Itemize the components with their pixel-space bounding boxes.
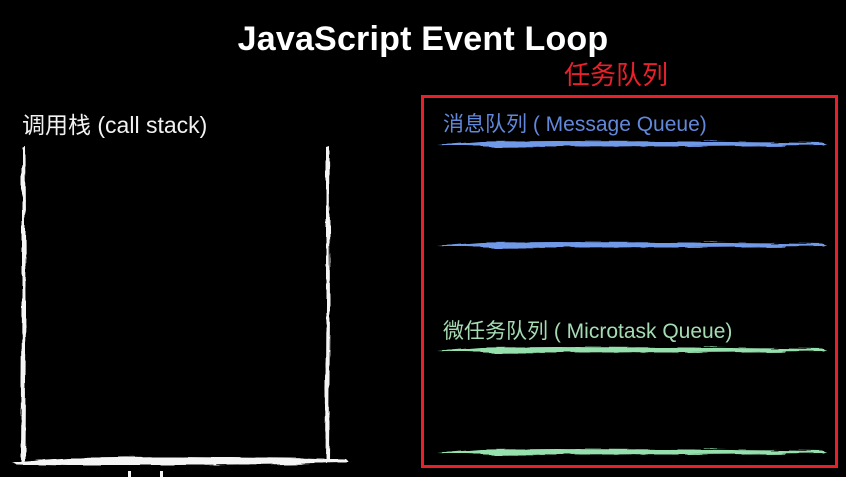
cutoff-stroke-mark bbox=[128, 471, 131, 477]
message-queue-top-line bbox=[437, 141, 827, 147]
call-stack-label: 调用栈 (call stack) bbox=[22, 112, 208, 138]
page-title: JavaScript Event Loop bbox=[237, 20, 609, 58]
message-queue-bottom-line bbox=[437, 242, 827, 248]
task-queue-box: 消息队列 ( Message Queue) 微任务队列 ( Microtask … bbox=[421, 95, 838, 468]
task-queue-label: 任务队列 bbox=[564, 60, 669, 90]
call-stack-box-drawing bbox=[12, 146, 348, 465]
microtask-queue-bottom-line bbox=[437, 449, 827, 455]
cutoff-stroke-mark bbox=[160, 471, 163, 477]
microtask-queue-top-line bbox=[437, 347, 827, 353]
microtask-queue-label: 微任务队列 ( Microtask Queue) bbox=[443, 320, 733, 343]
call-stack-left-stroke bbox=[21, 146, 26, 462]
call-stack-right-stroke bbox=[325, 146, 330, 462]
call-stack-bottom-stroke bbox=[12, 457, 348, 465]
message-queue-label: 消息队列 ( Message Queue) bbox=[443, 113, 707, 136]
